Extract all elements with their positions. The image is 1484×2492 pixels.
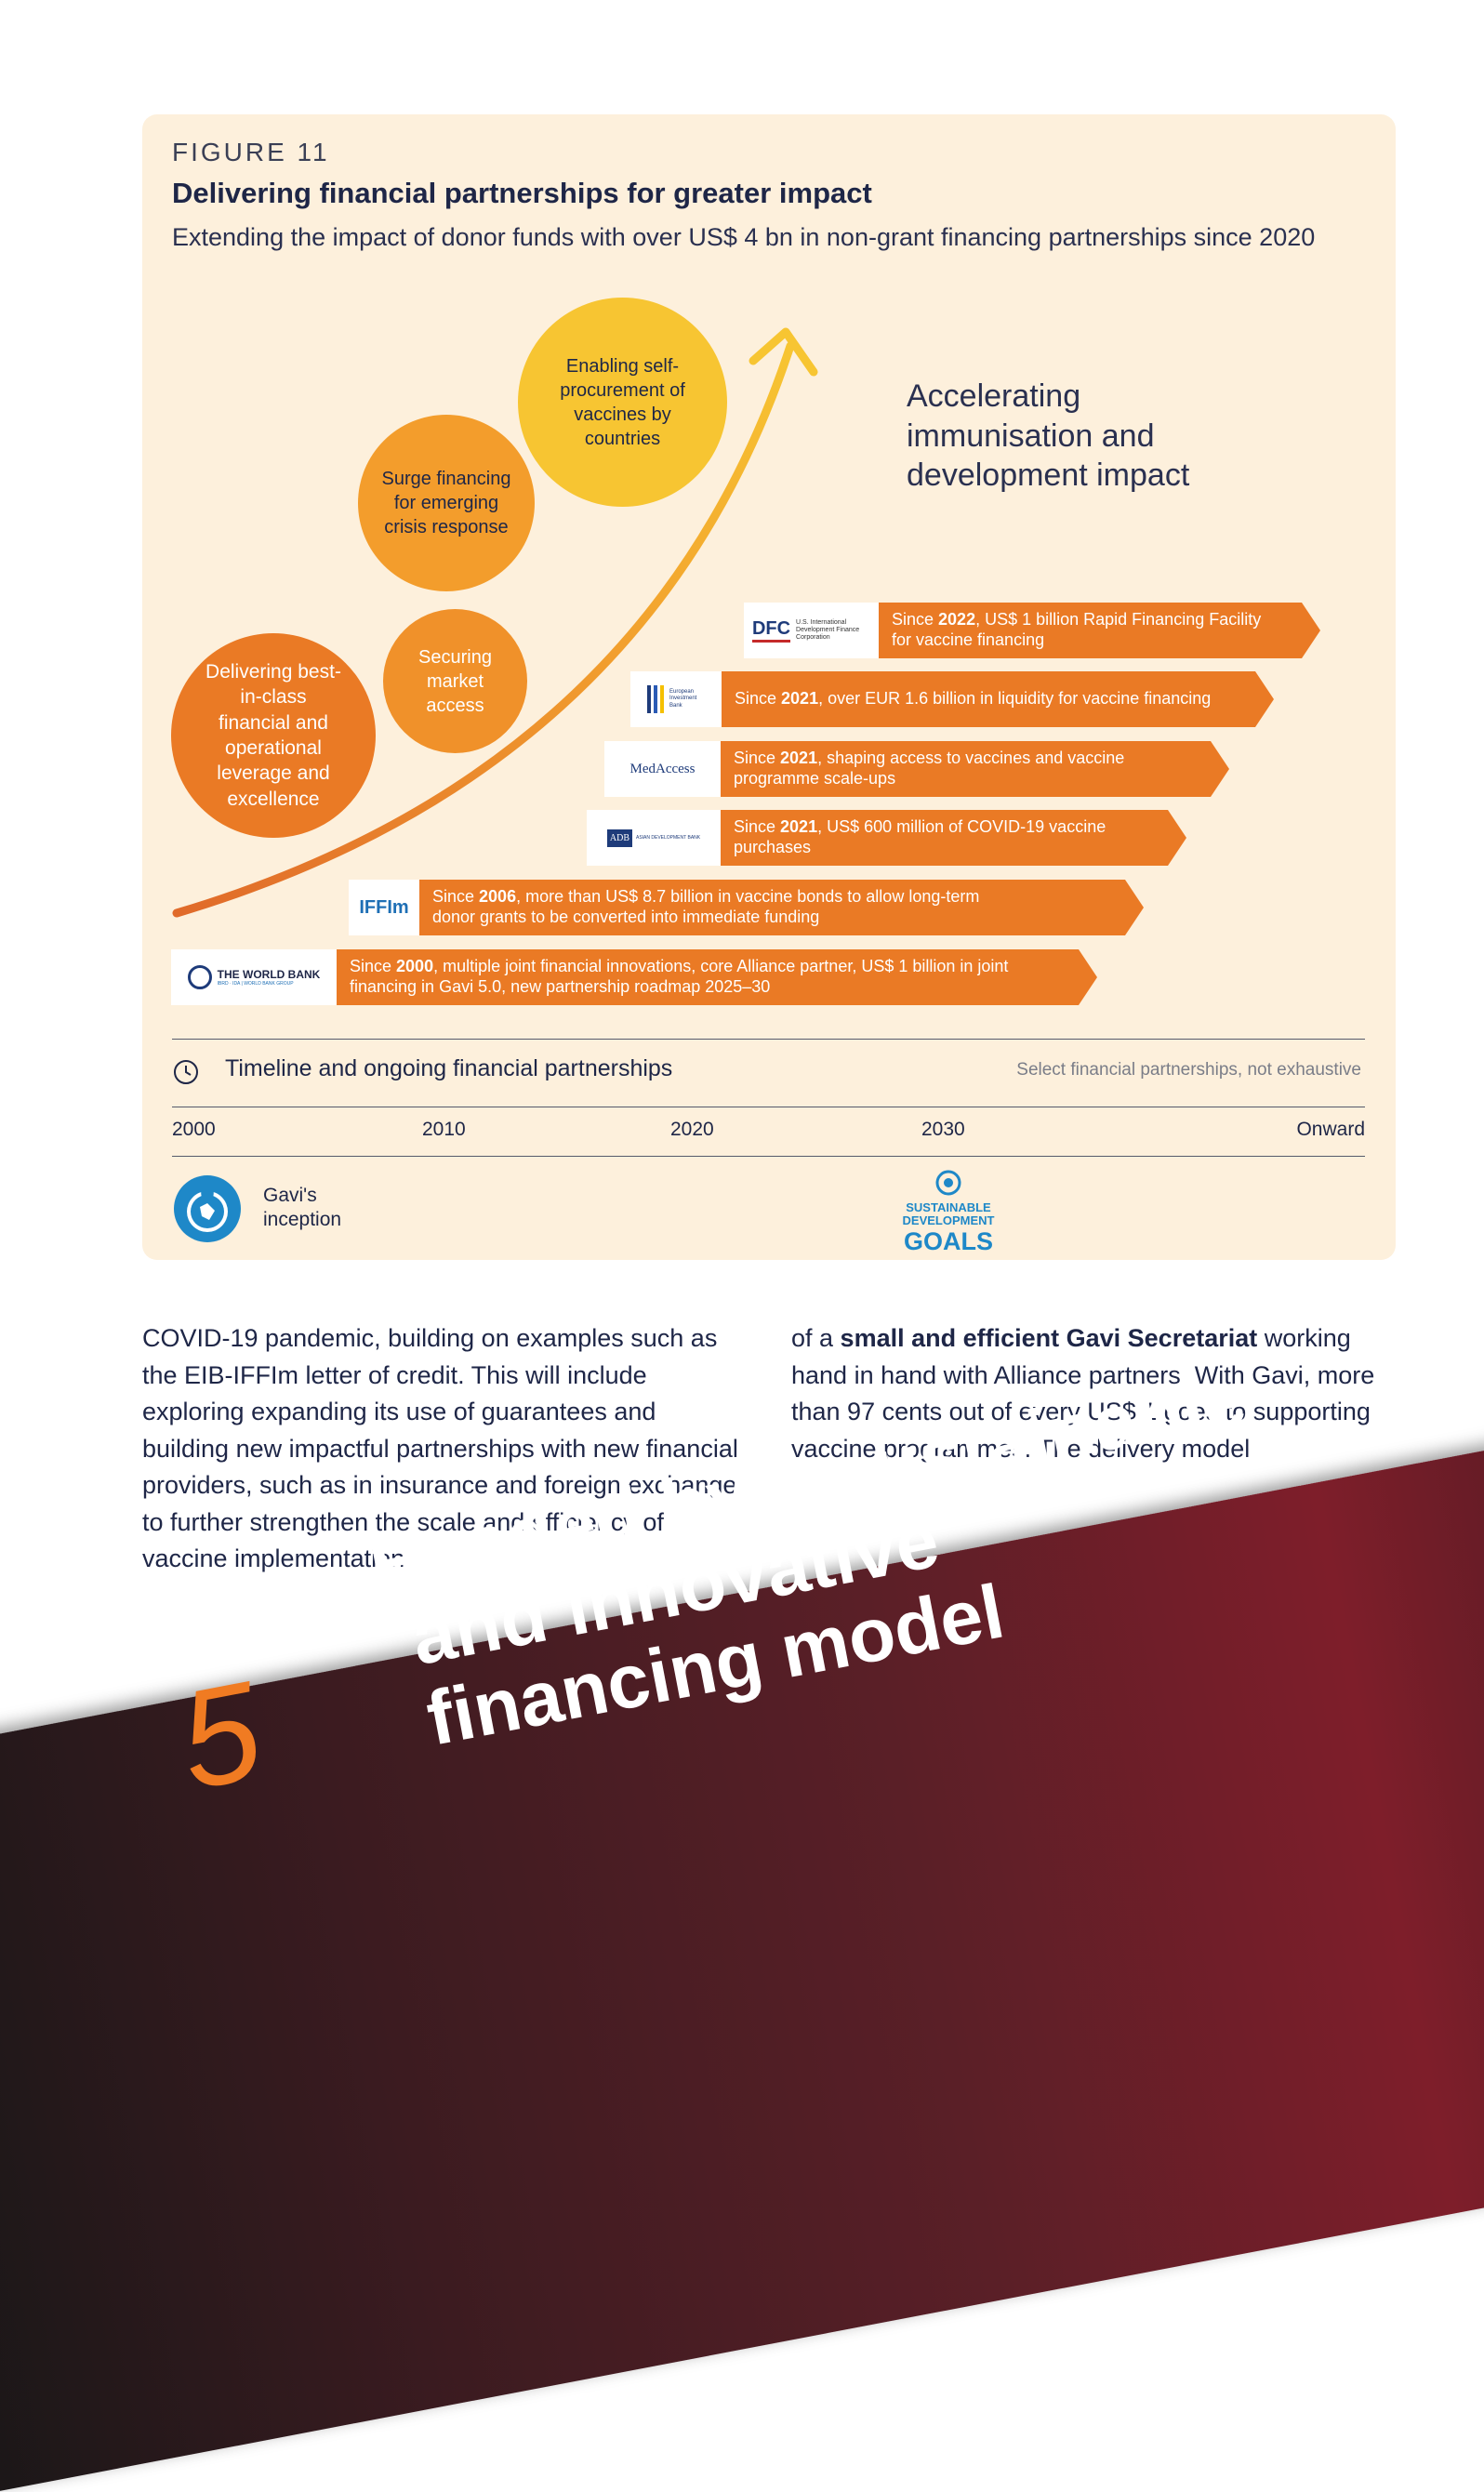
dfc-logo: DFC U.S. International Development Finan… (744, 603, 879, 658)
body-left-column: COVID-19 pandemic, building on examples … (142, 1324, 744, 1572)
adb-logo: ADB ASIAN DEVELOPMENT BANK (587, 810, 721, 866)
year-2010: 2010 (422, 1119, 466, 1140)
medaccess-logo: MedAccess (604, 741, 721, 797)
iffim-logo: IFFIm (349, 880, 419, 935)
adb-text: Since 2021, US$ 600 million of COVID-19 … (734, 817, 1106, 856)
un-emblem-icon (935, 1170, 961, 1196)
world-bank-logo: THE WORLD BANK IBRD · IDA | WORLD BANK G… (171, 949, 337, 1005)
year-onward: Onward (1296, 1119, 1365, 1140)
world-bank-text: Since 2000, multiple joint financial inn… (350, 957, 1009, 996)
circle-market-access: Securing market access (383, 609, 527, 753)
timeline-rule-top (172, 1039, 1365, 1040)
timeline-rule-bottom (172, 1156, 1365, 1157)
partnership-row-medaccess: MedAccess Since 2021, shaping access to … (604, 741, 1229, 797)
body-right-column: of a small and efficient Gavi Secretaria… (791, 1324, 1375, 1463)
year-2000: 2000 (172, 1119, 216, 1140)
partnership-row-eib: European Investment Bank Since 2021, ove… (630, 671, 1274, 727)
adb-bar (721, 810, 1186, 866)
eib-logo: European Investment Bank (630, 671, 722, 727)
dfc-bar (879, 603, 1320, 658)
gavi-logo-icon (174, 1175, 241, 1242)
year-2020: 2020 (670, 1119, 714, 1140)
clock-icon (174, 1060, 198, 1084)
medaccess-text: Since 2021, shaping access to vaccines a… (734, 749, 1125, 788)
year-2030: 2030 (921, 1119, 965, 1140)
accelerating-heading: Accelerating immunisation and developmen… (907, 378, 1190, 493)
timeline-note: Select financial partnerships, not exhau… (1016, 1060, 1361, 1080)
medaccess-bar (721, 741, 1229, 797)
world-bank-bar (337, 949, 1097, 1005)
dfc-text: Since 2022, US$ 1 billion Rapid Financin… (892, 610, 1262, 649)
iffim-bar (419, 880, 1144, 935)
figure-subtitle: Extending the impact of donor funds with… (172, 223, 1316, 251)
timeline-title: Timeline and ongoing financial partnersh… (225, 1055, 673, 1081)
figure-label: FIGURE 11 (172, 138, 330, 166)
gavi-inception: Gavi's inception (263, 1185, 342, 1231)
globe-icon (187, 965, 212, 989)
partnership-row-world-bank: THE WORLD BANK IBRD · IDA | WORLD BANK G… (171, 949, 1097, 1005)
partnership-row-adb: ADB ASIAN DEVELOPMENT BANK Since 2021, U… (587, 810, 1186, 866)
eib-text: Since 2021, over EUR 1.6 billion in liqu… (735, 689, 1212, 709)
sdg-logo: SUSTAINABLE DEVELOPMENT GOALS (898, 1169, 999, 1254)
circle-self-procurement: Enabling self-procurement of vaccines by… (518, 298, 727, 507)
figure-title: Delivering financial partnerships for gr… (172, 177, 872, 209)
partnership-row-iffim: IFFIm Since 2006, more than US$ 8.7 bill… (349, 880, 1144, 935)
circle-surge-financing: Surge financing for emerging crisis resp… (358, 415, 535, 591)
iffim-text: Since 2006, more than US$ 8.7 billion in… (432, 887, 980, 926)
partnership-row-dfc: DFC U.S. International Development Finan… (744, 603, 1320, 658)
eib-bar (722, 671, 1274, 727)
growth-arrow (172, 327, 818, 918)
circle-leverage: Delivering best-in-class financial and o… (171, 633, 376, 838)
